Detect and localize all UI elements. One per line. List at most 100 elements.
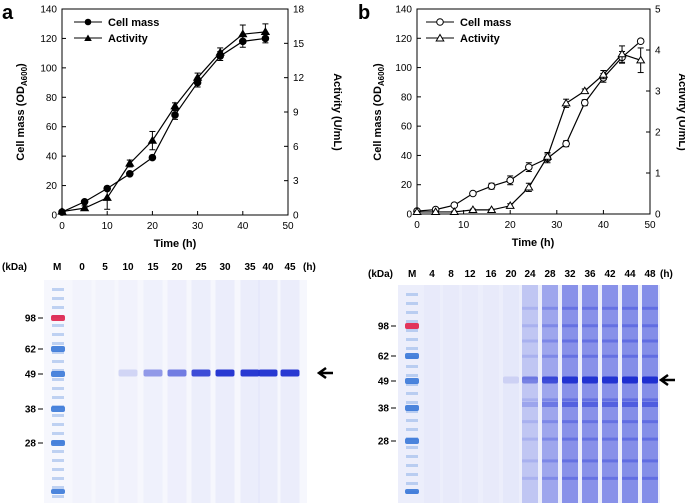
data-point-cell-mass	[525, 163, 533, 171]
x-tick-label: 10	[458, 220, 470, 231]
gel-minor-band	[582, 459, 598, 463]
ladder-smear	[52, 459, 64, 462]
y-tick-label: 100	[40, 63, 57, 74]
gel-marker-label-b: M	[408, 269, 416, 280]
ladder-smear	[52, 333, 64, 336]
legend-marker-activity	[84, 34, 92, 41]
y2-tick-label: 2	[655, 128, 661, 139]
y2-tick-label: 9	[293, 108, 299, 119]
gel-minor-band	[582, 354, 598, 358]
ladder-label: 98	[378, 322, 390, 333]
gel-minor-band	[602, 476, 618, 480]
ladder-label: 49	[378, 377, 390, 388]
y2-tick-label: 4	[655, 46, 661, 57]
gel-minor-band	[602, 324, 618, 328]
ladder-smear	[406, 464, 418, 467]
ladder-band	[405, 353, 419, 359]
gel-target-band	[167, 369, 187, 377]
y-axis-title-b: Cell mass (ODA600)	[372, 63, 386, 161]
data-point-activity	[125, 158, 135, 167]
gel-marker-label-a: M	[53, 262, 61, 273]
gel-minor-band	[642, 398, 658, 402]
legend-marker-activity-b	[435, 33, 445, 42]
gel-minor-band	[542, 437, 558, 441]
ladder-smear	[406, 383, 418, 386]
series-line-activity	[61, 31, 266, 213]
x-tick-label: 30	[551, 220, 563, 231]
y2-tick-label: 0	[655, 210, 661, 221]
gel-lane-label: 28	[544, 269, 556, 280]
data-point-activity	[598, 69, 609, 78]
gel-minor-band	[582, 306, 598, 310]
gel-minor-band	[522, 420, 538, 424]
y-tick-label: 40	[401, 151, 413, 162]
y-tick-label: 140	[395, 5, 412, 16]
ladder-smear	[52, 369, 64, 372]
gel-minor-band	[542, 398, 558, 402]
gel-minor-band	[562, 437, 578, 441]
gel-lane-label: 10	[122, 262, 134, 273]
gel-lane-label: 48	[644, 269, 656, 280]
gel-minor-band	[642, 437, 658, 441]
gel-minor-band	[642, 339, 658, 343]
gel-lane	[483, 285, 499, 503]
gel-minor-band	[522, 324, 538, 328]
gel-target-band	[642, 376, 658, 384]
legend-marker-cell-mass	[84, 18, 92, 26]
gel-minor-band	[522, 437, 538, 441]
x-axis-title-b: Time (h)	[512, 237, 555, 249]
gel-lane	[602, 285, 618, 503]
gel-minor-band	[602, 402, 618, 407]
ladder-smear	[406, 446, 418, 449]
chart-a: a 0 10 20 30 40 50020406080100120140036912151…	[2, 2, 343, 250]
gel-minor-band	[522, 402, 538, 407]
ladder-band	[51, 406, 65, 412]
gel-lane	[462, 285, 478, 503]
ladder-smear	[406, 455, 418, 458]
ladder-band	[405, 489, 419, 494]
gel-lane-label: 24	[524, 269, 536, 280]
gel-lane	[144, 280, 163, 503]
gel-minor-band	[522, 398, 538, 402]
gel-time-unit-b: (h)	[660, 269, 673, 280]
gel-minor-band	[562, 398, 578, 402]
gel-minor-band	[522, 354, 538, 358]
data-point-activity	[524, 182, 534, 191]
gel-lane-label: 42	[604, 269, 616, 280]
data-point-activity	[561, 98, 571, 107]
ladder-smear	[52, 378, 64, 381]
gel-minor-band	[602, 354, 618, 358]
ladder-smear	[52, 468, 64, 471]
ladder-label: 49	[25, 370, 37, 381]
x-tick-label: 0	[414, 220, 420, 231]
gel-lane-label: 0	[79, 262, 85, 273]
gel-minor-band	[602, 306, 618, 310]
gel-minor-band	[602, 339, 618, 343]
gel-minor-band	[522, 459, 538, 463]
gel-minor-band	[542, 459, 558, 463]
gel-target-band	[562, 376, 578, 384]
gel-minor-band	[622, 402, 638, 407]
y-tick-label: 120	[40, 34, 57, 45]
ladder-smear	[52, 288, 64, 291]
gel-target-band	[118, 369, 138, 377]
gel-lane-label: 36	[584, 269, 596, 280]
data-point-activity	[260, 27, 271, 35]
gel-lane-label: 44	[624, 269, 636, 280]
gel-lane-label: 20	[505, 269, 517, 280]
y-tick-label: 0	[51, 211, 57, 222]
gel-target-band	[258, 369, 278, 377]
y2-axis-title-a: Activity (U/mL)	[331, 73, 343, 151]
gel-lane	[280, 280, 300, 503]
ladder-smear	[406, 419, 418, 422]
gel-minor-band	[542, 354, 558, 358]
ladder-smear	[406, 338, 418, 341]
gel-minor-band	[582, 437, 598, 441]
gel-minor-band	[582, 339, 598, 343]
gel-minor-band	[642, 420, 658, 424]
ladder-label: 28	[378, 437, 390, 448]
ladder-band	[51, 315, 65, 321]
ladder-smear	[52, 495, 64, 498]
